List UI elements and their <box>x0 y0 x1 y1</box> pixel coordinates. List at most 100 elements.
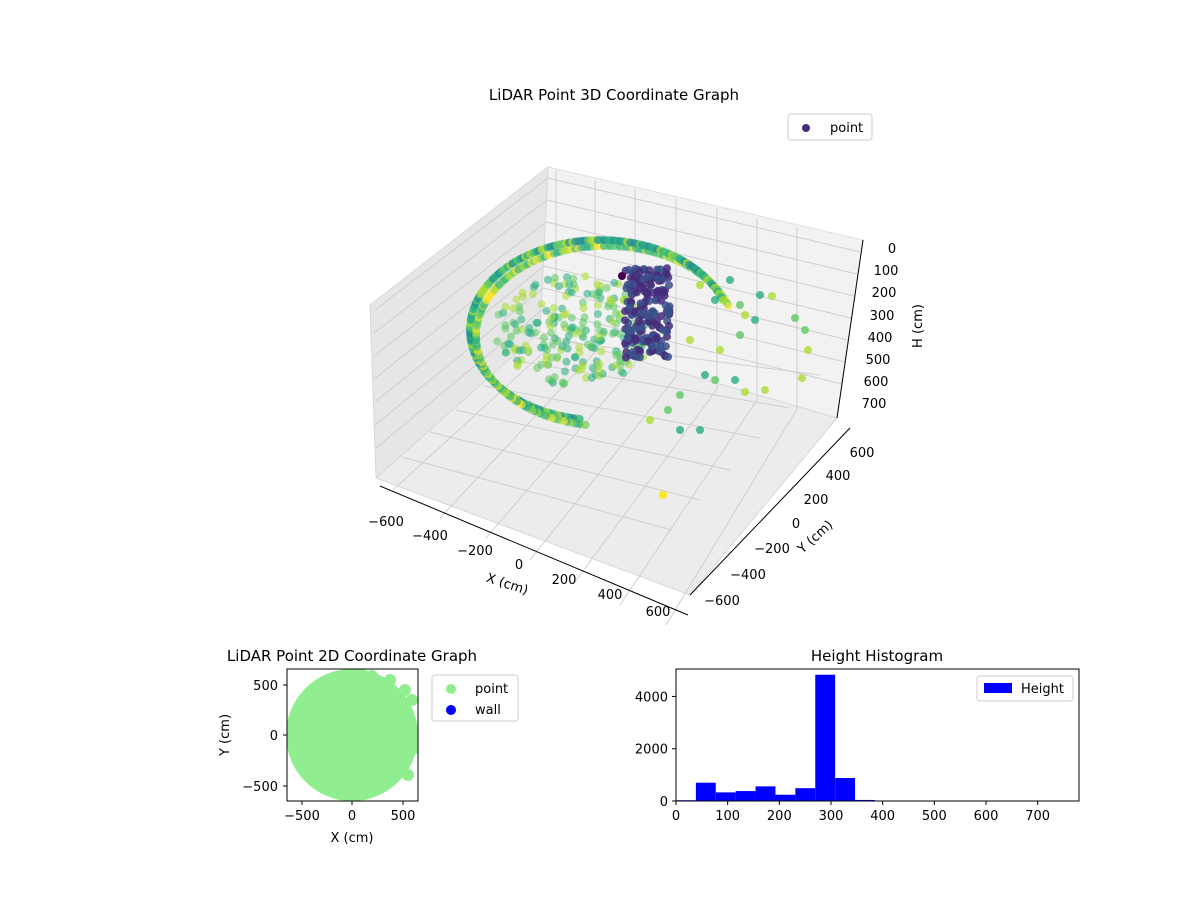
histogram-bar <box>735 791 756 801</box>
point-3d <box>513 360 522 369</box>
histogram-bar <box>855 799 875 801</box>
point-3d <box>529 283 538 291</box>
z-axis-ticks: 0 100 200 300 400 500 600 700 <box>862 242 899 412</box>
point-3d <box>581 272 590 281</box>
x-tick-label-2d: 0 <box>348 809 356 824</box>
point-3d <box>506 332 515 341</box>
legend-2d-wall-label: wall <box>475 703 501 718</box>
point-3d <box>595 360 604 368</box>
y-tick-label: 0 <box>792 517 800 532</box>
point-2d <box>386 754 398 766</box>
point-3d <box>518 292 527 301</box>
point-3d <box>537 360 545 369</box>
histogram-bar <box>835 777 856 801</box>
point-2d <box>402 769 414 781</box>
point-3d <box>562 309 571 318</box>
histogram-bars <box>676 674 1074 802</box>
point-3d <box>593 280 602 289</box>
point-3d <box>563 273 572 282</box>
point-3d <box>716 346 724 354</box>
point-3d <box>537 300 546 309</box>
point-3d <box>611 309 620 318</box>
legend-2d-wall-marker <box>446 705 456 715</box>
point-3d <box>801 326 809 334</box>
point-3d <box>549 303 558 312</box>
x-tick-label: −600 <box>368 515 404 530</box>
point-3d <box>542 346 551 355</box>
histogram-x-tick-label: 200 <box>767 809 792 824</box>
chart-2d-title: LiDAR Point 2D Coordinate Graph <box>227 647 477 665</box>
point-2d <box>366 670 378 682</box>
point-3d <box>524 328 533 337</box>
point-3d <box>524 346 533 355</box>
point-3d <box>563 344 572 353</box>
y-axis-label: Y (cm) <box>794 518 836 558</box>
x-tick-label: 600 <box>646 605 671 620</box>
point-3d <box>643 291 652 300</box>
point-3d <box>562 357 571 366</box>
point-3d <box>570 353 579 362</box>
point-3d <box>638 337 647 346</box>
point-3d <box>696 426 704 434</box>
point-3d <box>622 284 631 293</box>
point-3d <box>623 333 632 342</box>
point-3d <box>539 333 548 342</box>
point-3d <box>509 304 518 313</box>
y-axis-2d-ticks <box>283 684 287 787</box>
legend-3d-label: point <box>830 121 863 136</box>
histogram-y-ticks: 0 2000 4000 <box>635 690 676 810</box>
point-3d <box>567 313 576 322</box>
point-3d <box>580 313 589 322</box>
point-3d <box>736 301 744 309</box>
point-3d <box>593 320 602 329</box>
point-3d <box>645 266 654 275</box>
y-tick-label: −200 <box>754 542 790 557</box>
point-3d <box>607 297 616 306</box>
point-3d <box>560 320 569 329</box>
point-3d <box>664 406 672 414</box>
point-3d <box>587 343 596 352</box>
point-3d <box>653 288 662 297</box>
point-2d-cluster <box>287 669 418 801</box>
point-3d <box>711 376 719 384</box>
point-3d <box>561 291 570 300</box>
z-axis-label: H (cm) <box>911 304 926 348</box>
point-3d <box>594 310 602 318</box>
point-3d <box>661 342 670 351</box>
point-3d <box>664 309 673 318</box>
z-tick-label: 300 <box>870 309 895 324</box>
point-3d <box>577 325 586 333</box>
point-3d <box>731 376 739 384</box>
point-3d <box>597 347 606 356</box>
point-3d <box>547 328 555 337</box>
y-tick-label-2d: −500 <box>242 780 278 795</box>
x-tick-label: −200 <box>457 544 493 559</box>
point-3d <box>652 334 661 343</box>
histogram-bar <box>795 788 816 801</box>
histogram-x-ticks: 0 100 200 300 400 500 600 700 <box>672 801 1050 824</box>
y-tick-label: 400 <box>826 469 851 484</box>
y-tick-label-2d: 0 <box>270 729 278 744</box>
chart-3d: LiDAR Point 3D Coordinate Graph <box>368 86 926 626</box>
point-3d <box>768 292 776 300</box>
point-3d <box>718 296 727 305</box>
point-3d <box>501 348 510 357</box>
histogram-bar <box>715 792 736 801</box>
point-3d <box>515 307 524 316</box>
legend-2d-point-marker <box>446 684 456 694</box>
legend-2d: point wall <box>431 674 519 722</box>
point-3d <box>644 312 653 320</box>
point-3d <box>595 326 604 335</box>
point-3d <box>512 326 521 335</box>
histogram-x-tick-label: 300 <box>819 809 844 824</box>
point-3d <box>761 386 769 394</box>
point-2d <box>406 694 418 706</box>
point-3d <box>741 311 749 319</box>
point-2d <box>389 706 401 718</box>
point-3d <box>635 353 644 362</box>
point-3d <box>636 347 644 356</box>
point-3d <box>528 290 537 298</box>
point-3d <box>645 272 654 280</box>
x-tick-label: 0 <box>515 558 523 573</box>
histogram-x-tick-label: 600 <box>974 809 999 824</box>
